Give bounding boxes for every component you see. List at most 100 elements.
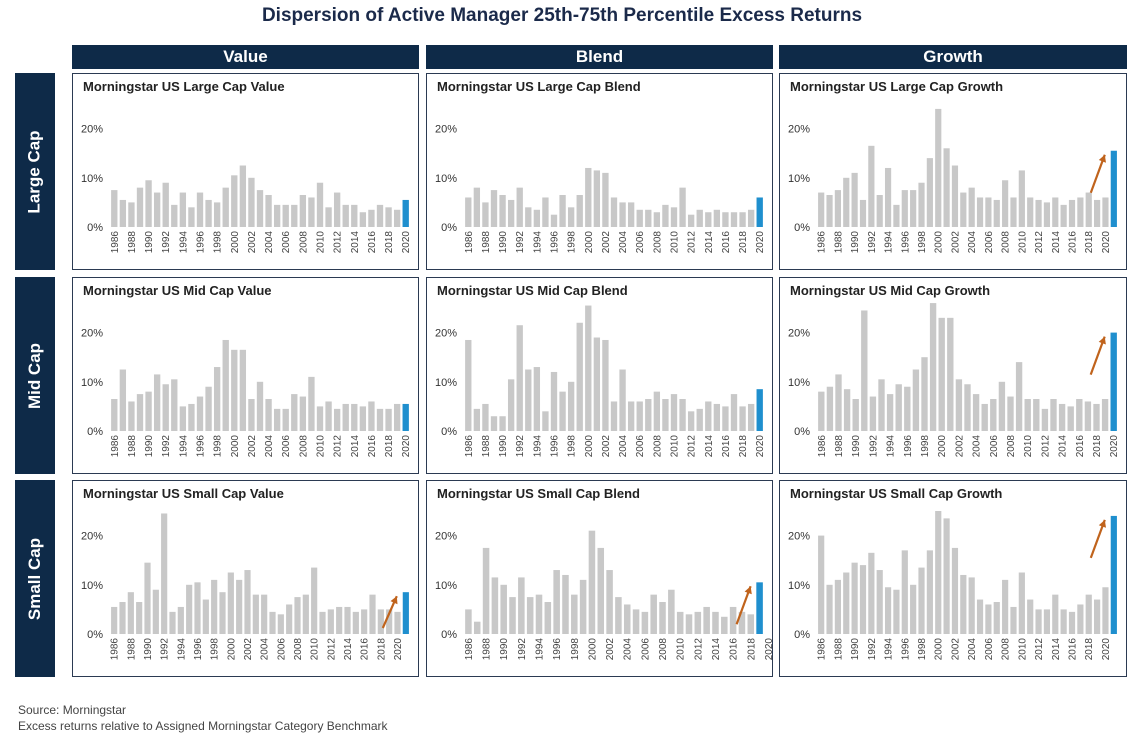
bar — [394, 611, 401, 634]
bar — [336, 606, 343, 634]
y-tick-label: 10% — [435, 173, 457, 185]
chart-panel-large-cap-blend: Morningstar US Large Cap Blend 0% 10% 20% 19… — [426, 73, 773, 270]
bar — [876, 570, 883, 634]
bar — [947, 317, 954, 431]
bar — [585, 305, 592, 431]
y-tick-label: 20% — [435, 124, 457, 136]
chart-svg: 0% 10% 20% 1986 1988 1990 1992 1994 1996 1998 2000… — [81, 328, 412, 458]
bar — [955, 379, 963, 431]
bar — [311, 567, 318, 634]
x-tick-label: 2018 — [1092, 435, 1103, 458]
x-tick-label: 1998 — [213, 231, 224, 254]
x-tick-label: 2014 — [1051, 231, 1062, 254]
bar — [518, 577, 525, 634]
x-tick-label: 2002 — [950, 231, 961, 254]
bar — [316, 182, 324, 227]
bar — [645, 209, 652, 227]
bar — [219, 592, 226, 634]
x-tick-label: 1998 — [567, 231, 578, 254]
bar — [712, 611, 719, 634]
bar — [1052, 594, 1059, 634]
bar — [1076, 399, 1083, 431]
x-tick-label: 2016 — [367, 435, 378, 458]
chart-panel-large-cap-value: Morningstar US Large Cap Value 0% 10% 20% 19… — [72, 73, 419, 270]
bar — [964, 384, 971, 431]
x-tick-label: 1990 — [144, 231, 155, 254]
bar — [171, 204, 178, 227]
bar — [507, 379, 515, 431]
x-tick-label: 2006 — [635, 435, 646, 458]
bar — [179, 192, 187, 227]
x-tick-label: 1996 — [903, 435, 914, 458]
bar — [951, 165, 959, 227]
bar — [1085, 594, 1092, 634]
bar — [248, 399, 255, 431]
x-tick-label: 2002 — [247, 231, 258, 254]
bar — [576, 195, 583, 227]
x-tick-label: 2008 — [1001, 638, 1012, 661]
y-tick-label: 0% — [87, 222, 103, 234]
bar — [282, 408, 289, 431]
bar — [1102, 197, 1109, 227]
y-tick-label: 0% — [87, 629, 103, 641]
x-tick-label: 2004 — [623, 638, 634, 661]
y-tick-label: 0% — [794, 222, 810, 234]
row-header-large-cap: Large Cap — [15, 73, 55, 270]
bar — [533, 209, 541, 227]
y-tick-label: 20% — [81, 124, 103, 136]
chart-panel-mid-cap-value: Morningstar US Mid Cap Value 0% 10% 20% 1986… — [72, 277, 419, 474]
bar — [826, 195, 833, 227]
y-tick-label: 0% — [87, 426, 103, 438]
x-tick-label: 1988 — [127, 435, 138, 458]
x-tick-label: 1986 — [464, 231, 475, 254]
x-tick-label: 2014 — [350, 435, 361, 458]
bar — [679, 187, 686, 227]
x-tick-label: 2016 — [729, 638, 740, 661]
bar — [352, 611, 359, 634]
bar — [500, 584, 507, 634]
bar — [868, 552, 875, 634]
bar — [730, 212, 738, 227]
y-tick-label: 10% — [788, 173, 810, 185]
bar — [739, 406, 746, 431]
bar — [482, 403, 489, 431]
bar — [960, 192, 967, 227]
bar — [876, 195, 883, 227]
bar — [653, 212, 661, 227]
bar — [499, 416, 506, 431]
x-tick-label: 1988 — [834, 435, 845, 458]
bar — [231, 175, 238, 227]
x-tick-label: 2018 — [376, 638, 387, 661]
bar — [921, 357, 928, 431]
y-tick-label: 10% — [788, 580, 810, 592]
x-tick-label: 2014 — [1058, 435, 1069, 458]
bar — [377, 609, 384, 634]
x-tick-label: 2018 — [1084, 231, 1095, 254]
column-header-growth: Growth — [779, 45, 1127, 69]
x-tick-label: 2002 — [601, 231, 612, 254]
x-tick-label: 1990 — [850, 231, 861, 254]
bar — [1033, 399, 1040, 431]
footer-note: Excess returns relative to Assigned Morn… — [18, 719, 388, 733]
bar — [610, 401, 618, 431]
x-tick-label: 1990 — [144, 435, 155, 458]
x-tick-label: 2016 — [367, 231, 378, 254]
row-header-label: Small Cap — [25, 537, 45, 620]
bar — [550, 214, 558, 227]
bar — [273, 408, 281, 431]
x-tick-label: 2002 — [954, 435, 965, 458]
bar — [465, 609, 472, 634]
bar — [265, 195, 272, 227]
x-tick-label: 1988 — [481, 231, 492, 254]
bar — [368, 209, 375, 227]
x-tick-label: 2018 — [738, 231, 749, 254]
chart-panel-small-cap-growth: Morningstar US Small Cap Growth 0% 10% 20% 1… — [779, 480, 1127, 677]
x-tick-label: 1986 — [817, 435, 828, 458]
bar — [128, 202, 135, 227]
bar — [895, 384, 902, 431]
x-tick-label: 2020 — [764, 638, 772, 661]
x-tick-label: 2014 — [343, 638, 354, 661]
bar — [935, 108, 942, 227]
arrow-head — [1098, 519, 1106, 528]
x-tick-label: 1996 — [193, 638, 204, 661]
